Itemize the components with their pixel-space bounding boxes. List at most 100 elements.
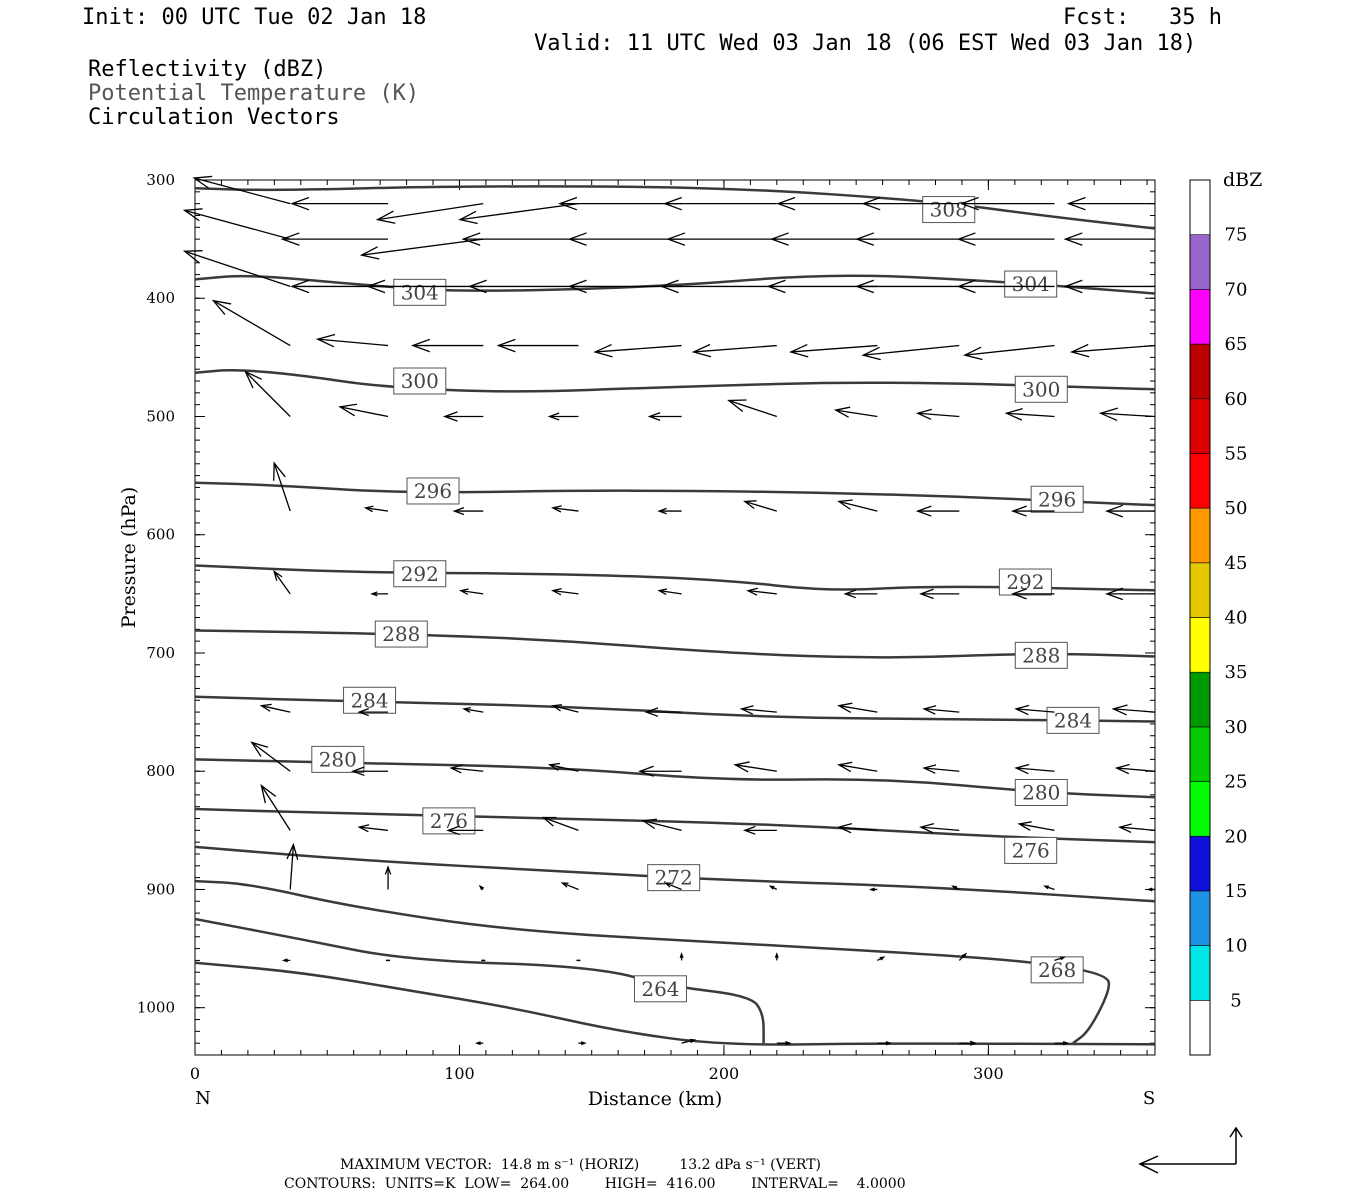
- x-axis-label: Distance (km): [588, 1088, 723, 1110]
- vector-arrowhead: [211, 299, 232, 316]
- theta-contour: [194, 807, 1156, 844]
- vector-arrowhead: [869, 887, 875, 892]
- vector-arrowhead: [350, 766, 365, 777]
- contour-label: 300: [401, 369, 439, 393]
- circulation-vector: [920, 826, 960, 831]
- field-potential-temperature: Potential Temperature (K): [88, 81, 420, 106]
- contour-label-box: [393, 278, 447, 306]
- y-tick-label: 500: [146, 407, 175, 425]
- max-vector-note: MAXIMUM VECTOR: 14.8 m s⁻¹ (HORIZ) 13.2 …: [340, 1157, 822, 1173]
- vector-arrowhead: [366, 279, 386, 294]
- field-circulation-vectors: Circulation Vectors: [88, 105, 340, 130]
- vector-arrowhead: [1004, 407, 1023, 421]
- vector-arrowhead: [915, 408, 932, 420]
- colorbar-tick-label: 40: [1225, 608, 1248, 629]
- y-tick-label: 700: [146, 644, 175, 662]
- colorbar-swatch: [1189, 835, 1211, 892]
- contour-label: 276: [430, 809, 468, 833]
- circulation-vector: [273, 462, 291, 512]
- circulation-vector: [838, 764, 878, 772]
- vector-arrowhead: [743, 500, 757, 509]
- circulation-vector: [665, 882, 682, 891]
- vector-arrowhead: [679, 952, 684, 958]
- circulation-vector: [1016, 708, 1055, 713]
- vector-arrowhead: [593, 343, 613, 358]
- vector-arrowhead: [843, 589, 857, 599]
- theta-contour: [194, 695, 1156, 723]
- circulation-vector: [377, 203, 484, 221]
- vector-arrowhead: [1011, 505, 1027, 517]
- contour-label: 296: [1038, 487, 1076, 511]
- vector-arrowhead: [547, 412, 560, 421]
- colorbar-tick-label: 15: [1225, 881, 1248, 902]
- theta-contour: [194, 879, 1111, 1045]
- colorbar-swatch: [1189, 234, 1211, 290]
- y-tick-label: 900: [146, 880, 175, 898]
- colorbar-swatch: [1189, 289, 1211, 345]
- vector-arrowhead: [1062, 1041, 1070, 1046]
- contour-label-box: [1004, 836, 1058, 864]
- vector-arrowhead: [1014, 763, 1030, 775]
- circulation-vector: [1019, 823, 1055, 831]
- vector-arrowhead: [496, 338, 516, 353]
- reference-vector-horizontal: [1138, 1155, 1236, 1174]
- circulation-vector: [924, 708, 960, 713]
- vector-arrowhead: [1066, 196, 1086, 211]
- colorbar-tick-label: 25: [1225, 772, 1248, 793]
- circulation-vector: [459, 203, 579, 221]
- vector-arrowhead: [774, 952, 779, 958]
- circulation-vector: [251, 741, 291, 772]
- vector-arrowhead: [560, 882, 569, 888]
- vector-arrowhead: [467, 279, 487, 294]
- vector-arrowhead: [746, 587, 759, 596]
- vector-arrowhead: [855, 279, 875, 294]
- vector-arrowhead: [922, 705, 937, 715]
- contour-label-box: [1014, 375, 1068, 403]
- vector-arrowhead: [182, 208, 203, 222]
- vector-arrowhead: [739, 705, 754, 715]
- circulation-vector: [552, 590, 579, 595]
- vector-arrowhead: [742, 825, 756, 835]
- field-reflectivity: Reflectivity (dBZ): [88, 57, 327, 82]
- y-tick-label: 800: [146, 762, 175, 780]
- circulation-vector: [863, 344, 960, 356]
- vector-arrowhead: [951, 885, 957, 890]
- vector-arrowhead: [244, 370, 263, 389]
- vector-arrowhead: [861, 346, 881, 361]
- vector-arrowhead: [478, 884, 484, 891]
- vector-arrowhead: [837, 702, 853, 713]
- vector-arrowhead: [280, 232, 300, 246]
- colorbar-swatch: [1189, 398, 1211, 454]
- vector-arrowhead: [657, 507, 667, 515]
- circulation-vector: [1119, 826, 1156, 831]
- circulation-vector: [261, 705, 291, 713]
- vector-arrowhead: [768, 885, 775, 890]
- circulation-vector: [838, 500, 878, 512]
- contour-label: 300: [1022, 377, 1060, 401]
- vector-arrowhead: [357, 824, 370, 833]
- vector-arrowhead: [567, 232, 587, 246]
- vector-arrowhead: [666, 232, 686, 246]
- x-tick-label: 100: [444, 1064, 475, 1083]
- vector-arrowhead: [963, 346, 983, 361]
- vector-arrowhead: [837, 761, 853, 773]
- vector-arrowhead: [547, 762, 560, 771]
- circulation-vector: [194, 177, 291, 205]
- x-tick-label: 300: [973, 1064, 1004, 1083]
- vector-arrowhead: [969, 1040, 978, 1046]
- circulation-vector: [693, 344, 777, 353]
- circulation-vector: [728, 399, 778, 418]
- circulation-vector: [361, 238, 484, 256]
- x-end-label-north: N: [195, 1088, 211, 1109]
- vector-arrowhead: [1063, 232, 1083, 246]
- colorbar-swatch: [1189, 726, 1211, 782]
- colorbar-tick-label: 20: [1225, 826, 1248, 847]
- circulation-vector: [964, 344, 1055, 356]
- contour-label-box: [1030, 956, 1084, 984]
- contour-label: 308: [930, 198, 968, 222]
- circulation-vector: [1016, 767, 1055, 772]
- contour-label: 296: [414, 479, 452, 503]
- vector-arrowhead: [733, 761, 750, 773]
- vector-arrowhead: [959, 196, 979, 211]
- colorbar-tick-label: 70: [1225, 279, 1248, 300]
